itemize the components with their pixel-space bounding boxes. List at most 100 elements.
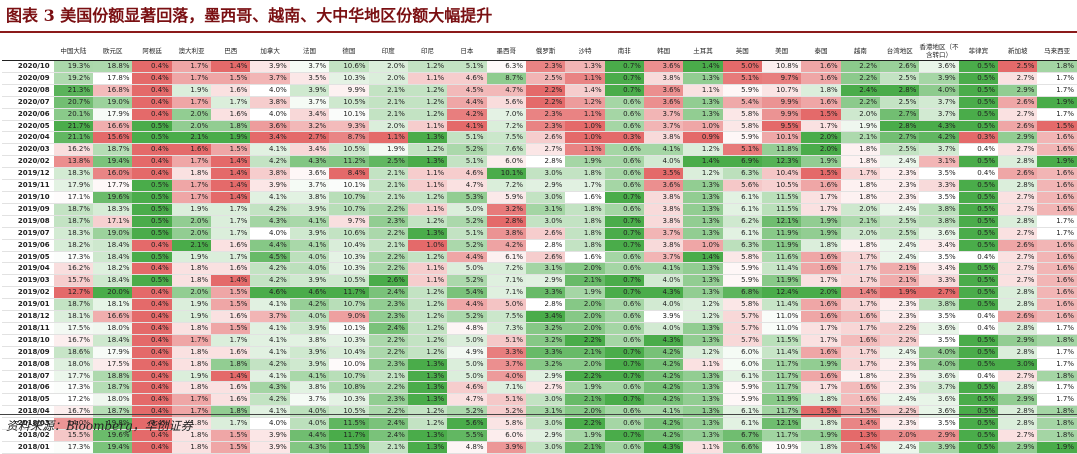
share-cell: 2.7% — [998, 262, 1038, 275]
share-cell: 2.4% — [840, 84, 881, 97]
share-cell: 1.2% — [407, 143, 448, 156]
share-cell: 4.7% — [447, 179, 487, 192]
share-cell: 2.7% — [919, 286, 959, 299]
share-cell: 1.7% — [1037, 215, 1077, 228]
share-cell: 3.0% — [525, 417, 566, 430]
share-cell: 18.0% — [93, 322, 133, 335]
share-cell: 0.4% — [958, 167, 999, 180]
share-cell: 1.2% — [683, 310, 723, 323]
share-cell: 1.6% — [1037, 203, 1077, 216]
share-cell: 1.8% — [171, 429, 212, 442]
share-cell: 1.4% — [565, 84, 605, 97]
share-cell: 1.7% — [840, 167, 881, 180]
share-cell: 10.1% — [329, 322, 369, 335]
share-cell: 7.2% — [486, 262, 526, 275]
share-cell: 5.1% — [447, 155, 487, 168]
share-cell: 4.4% — [447, 251, 487, 263]
share-cell: 3.9% — [643, 310, 684, 323]
share-cell: 1.6% — [1037, 179, 1077, 192]
share-cell: 1.9% — [171, 203, 212, 216]
share-cell: 2.8% — [998, 346, 1038, 359]
share-cell: 1.6% — [211, 346, 251, 359]
share-cell: 1.3% — [565, 60, 605, 73]
share-cell: 1.6% — [1037, 310, 1077, 323]
share-cell: 1.7% — [1037, 227, 1077, 240]
share-cell: 2.4% — [368, 322, 408, 335]
share-cell: 3.7% — [643, 251, 684, 263]
share-cell: 5.0% — [447, 203, 487, 216]
row-date: 2018/11 — [17, 323, 50, 332]
share-cell: 16.0% — [93, 167, 133, 180]
share-cell: 5.1% — [722, 143, 762, 156]
share-cell: 1.9% — [801, 429, 841, 442]
share-cell: 4.5% — [447, 84, 487, 97]
share-cell: 18.8% — [93, 370, 133, 382]
share-cell: 6.3% — [722, 167, 762, 180]
share-cell: 1.5% — [211, 429, 251, 442]
share-cell: 11.5% — [329, 417, 369, 430]
share-cell: 1.6% — [801, 298, 841, 311]
share-cell: 4.2% — [250, 358, 290, 371]
share-cell: 5.8% — [722, 298, 762, 311]
share-cell: 1.2% — [407, 322, 448, 335]
share-cell: 2.1% — [565, 393, 605, 406]
share-cell: 0.5% — [958, 239, 999, 251]
share-cell: 1.1% — [368, 131, 408, 144]
share-cell: 1.9% — [801, 155, 841, 168]
share-cell: 3.4% — [250, 131, 290, 144]
share-cell: 2.7% — [525, 143, 566, 156]
share-cell: 3.6% — [643, 84, 684, 97]
row-date: 2018/08 — [17, 359, 50, 368]
share-cell: 1.7% — [1037, 346, 1077, 359]
share-cell: 1.6% — [565, 191, 605, 204]
share-cell: 10.7% — [761, 84, 802, 97]
share-cell: 3.6% — [919, 393, 959, 406]
share-cell: 2.8% — [998, 298, 1038, 311]
share-cell: 5.7% — [722, 322, 762, 335]
share-cell: 2.7% — [998, 191, 1038, 204]
share-cell: 5.7% — [722, 310, 762, 323]
share-cell: 6.0% — [722, 358, 762, 371]
share-cell: 11.5% — [761, 203, 802, 216]
share-cell: 1.7% — [1037, 393, 1077, 406]
share-cell: 5.7% — [722, 334, 762, 347]
share-cell: 4.1% — [289, 239, 330, 251]
share-cell: 3.0% — [525, 167, 566, 180]
share-cell: 10.4% — [761, 167, 802, 180]
share-cell: 4.3% — [250, 381, 290, 394]
share-cell: 0.5% — [958, 417, 999, 430]
share-cell: 2.2% — [840, 96, 881, 109]
share-cell: 1.8% — [565, 215, 605, 228]
share-cell: 1.4% — [211, 155, 251, 168]
share-cell: 5.2% — [486, 405, 526, 418]
share-cell: 7.1% — [486, 286, 526, 299]
share-cell: 2.4% — [880, 346, 920, 359]
share-cell: 3.7% — [486, 358, 526, 371]
share-cell: 4.0% — [250, 108, 290, 121]
share-cell: 3.9% — [289, 358, 330, 371]
share-cell: 2.7% — [998, 72, 1038, 85]
share-cell: 2.8% — [525, 298, 566, 311]
share-cell: 1.8% — [211, 405, 251, 418]
share-cell: 0.4% — [958, 322, 999, 335]
row-date: 2018/03 — [17, 419, 50, 428]
row-date: 2019/06 — [17, 240, 50, 249]
share-cell: 1.7% — [801, 274, 841, 287]
share-cell: 1.9% — [171, 310, 212, 323]
share-cell: 2.3% — [368, 298, 408, 311]
share-cell: 3.0% — [998, 358, 1038, 371]
share-cell: 3.9% — [289, 346, 330, 359]
share-cell: 1.2% — [407, 108, 448, 121]
share-cell: 1.9% — [801, 215, 841, 228]
share-cell: 18.7% — [53, 215, 94, 228]
share-cell: 10.5% — [329, 96, 369, 109]
share-cell: 7.0% — [486, 108, 526, 121]
share-cell: 1.7% — [840, 251, 881, 263]
share-cell: 1.5% — [801, 167, 841, 180]
share-cell: 3.0% — [525, 441, 566, 454]
share-cell: 2.8% — [525, 155, 566, 168]
share-cell: 10.7% — [329, 203, 369, 216]
share-cell: 1.8% — [565, 227, 605, 240]
share-cell: 5.8% — [722, 108, 762, 121]
share-cell: 18.2% — [53, 239, 94, 251]
